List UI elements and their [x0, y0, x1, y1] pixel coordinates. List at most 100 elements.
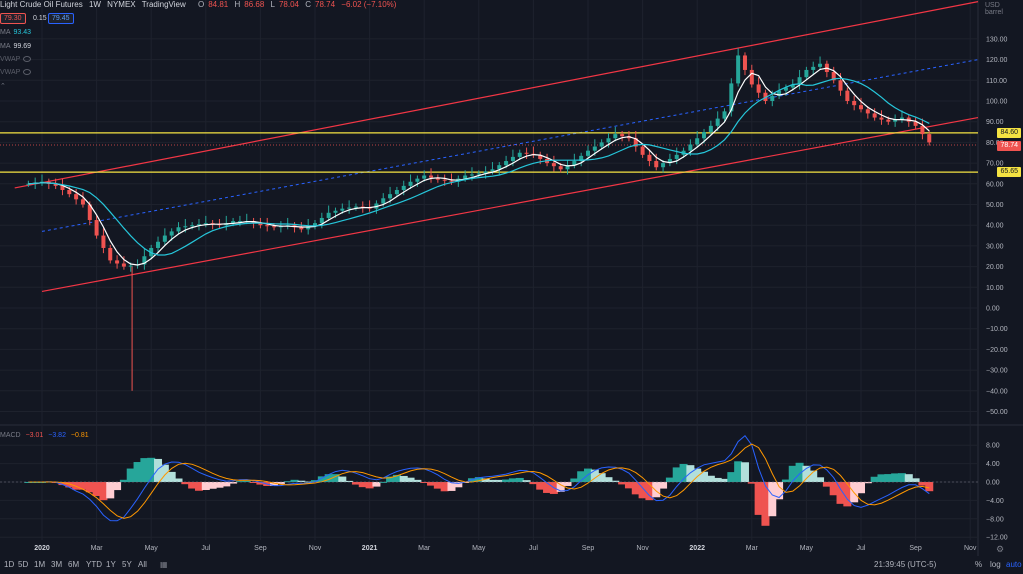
range-3m[interactable]: 3M	[51, 560, 63, 569]
channel-lower-line	[41, 116, 979, 293]
candle-body	[811, 66, 816, 70]
price-tick-label: 0.00	[986, 306, 1000, 313]
candle-body	[299, 227, 304, 230]
macd-bar	[590, 469, 599, 482]
symbol-name[interactable]: Light Crude Oil Futures	[0, 0, 83, 9]
hidden-eye-icon[interactable]	[23, 56, 32, 63]
macd-bar	[829, 482, 838, 496]
macd-bar	[700, 471, 709, 482]
macd-bar	[174, 478, 183, 482]
candle-body	[196, 224, 201, 226]
ask-pill[interactable]: 79.45	[48, 13, 74, 24]
time-tick-label: May	[472, 545, 486, 552]
candle-body	[231, 221, 236, 224]
candle-body	[183, 226, 188, 228]
candle-body	[476, 173, 481, 175]
macd-bar	[816, 477, 825, 482]
calendar-icon[interactable]: ▦	[160, 560, 168, 569]
macd-bar	[201, 482, 210, 491]
time-tick-label: Nov	[964, 545, 977, 552]
range-all[interactable]: All	[138, 560, 147, 569]
time-tick-label: Nov	[309, 545, 322, 552]
macd-bar	[515, 477, 524, 482]
candle-body	[756, 84, 761, 93]
range-1m[interactable]: 1M	[34, 560, 46, 569]
hidden-eye-icon[interactable]	[23, 69, 32, 76]
macd-bar	[427, 482, 436, 486]
price-tick-label: 40.00	[986, 223, 1004, 230]
macd-bar	[365, 482, 374, 489]
ma-slow-line	[28, 77, 930, 256]
range-5d[interactable]: 5D	[18, 560, 29, 569]
candle-body	[551, 163, 556, 167]
candle-body	[272, 226, 277, 228]
price-unit[interactable]: USD barrel	[985, 2, 1003, 16]
percent-toggle[interactable]: %	[975, 560, 983, 569]
range-6m[interactable]: 6M	[68, 560, 80, 569]
candle-body	[469, 174, 474, 176]
macd-bar	[904, 474, 913, 482]
range-ytd[interactable]: YTD	[86, 560, 102, 569]
indicator-ma-fast[interactable]: MA 99.69	[0, 43, 32, 50]
collapse-indicators-icon[interactable]: ⌃	[0, 83, 6, 90]
macd-bar	[597, 473, 606, 482]
macd-bar	[126, 468, 135, 482]
indicator-ma-slow[interactable]: MA 93.43	[0, 29, 32, 36]
macd-bar	[167, 471, 176, 482]
macd-bar	[577, 471, 586, 482]
candle-body	[463, 175, 468, 179]
macd-bar	[768, 482, 777, 517]
macd-bar	[508, 478, 517, 482]
macd-tick-label: 8.00	[986, 443, 1000, 450]
candle-body	[388, 194, 393, 199]
candle-body	[340, 208, 345, 211]
price-tick-label: 60.00	[986, 181, 1004, 188]
range-5y[interactable]: 5Y	[122, 560, 132, 569]
macd-bar	[99, 482, 108, 501]
interval[interactable]: 1W	[88, 0, 101, 9]
candle-body	[353, 206, 358, 208]
candle-body	[422, 175, 427, 179]
price-tick-label: 20.00	[986, 264, 1004, 271]
candle-body	[579, 155, 584, 162]
macd-bar	[775, 482, 784, 500]
candle-body	[517, 152, 522, 157]
candle-body	[490, 169, 495, 172]
macd-legend[interactable]: MACD −3.01 −3.82 −0.81	[0, 432, 89, 439]
macd-bar	[270, 482, 279, 486]
bid-pill[interactable]: 79.30	[0, 13, 26, 24]
candle-body	[790, 84, 795, 88]
candle-body	[865, 109, 870, 114]
time-tick-label: Sep	[909, 545, 922, 552]
candle-body	[599, 142, 604, 147]
time-tick-label: Jul	[201, 545, 210, 552]
macd-bar	[58, 482, 67, 486]
candle-body	[558, 166, 563, 170]
macd-bar	[631, 482, 640, 495]
range-1y[interactable]: 1Y	[106, 560, 116, 569]
macd-tick-label: −12.00	[986, 535, 1008, 542]
candle-body	[429, 175, 434, 178]
candle-body	[893, 119, 898, 122]
macd-bar	[154, 458, 163, 482]
log-toggle[interactable]: log	[990, 560, 1001, 569]
macd-bar	[686, 465, 695, 482]
macd-bar	[106, 482, 115, 499]
candle-body	[845, 90, 850, 101]
candle-body	[203, 223, 208, 225]
candle-body	[872, 113, 877, 118]
macd-bar	[543, 482, 552, 493]
price-tick-label: 90.00	[986, 119, 1004, 126]
macd-bar	[918, 482, 927, 486]
indicator-vwap-1[interactable]: VWAP	[0, 56, 32, 63]
indicator-vwap-2[interactable]: VWAP	[0, 69, 32, 76]
clock-time[interactable]: 21:39:45 (UTC-5)	[874, 560, 937, 569]
candle-body	[804, 69, 809, 78]
macd-bar	[740, 462, 749, 482]
auto-toggle[interactable]: auto	[1006, 560, 1022, 569]
macd-bar	[331, 474, 340, 482]
macd-bar	[645, 482, 654, 501]
range-1d[interactable]: 1D	[4, 560, 15, 569]
macd-bar	[208, 482, 217, 489]
